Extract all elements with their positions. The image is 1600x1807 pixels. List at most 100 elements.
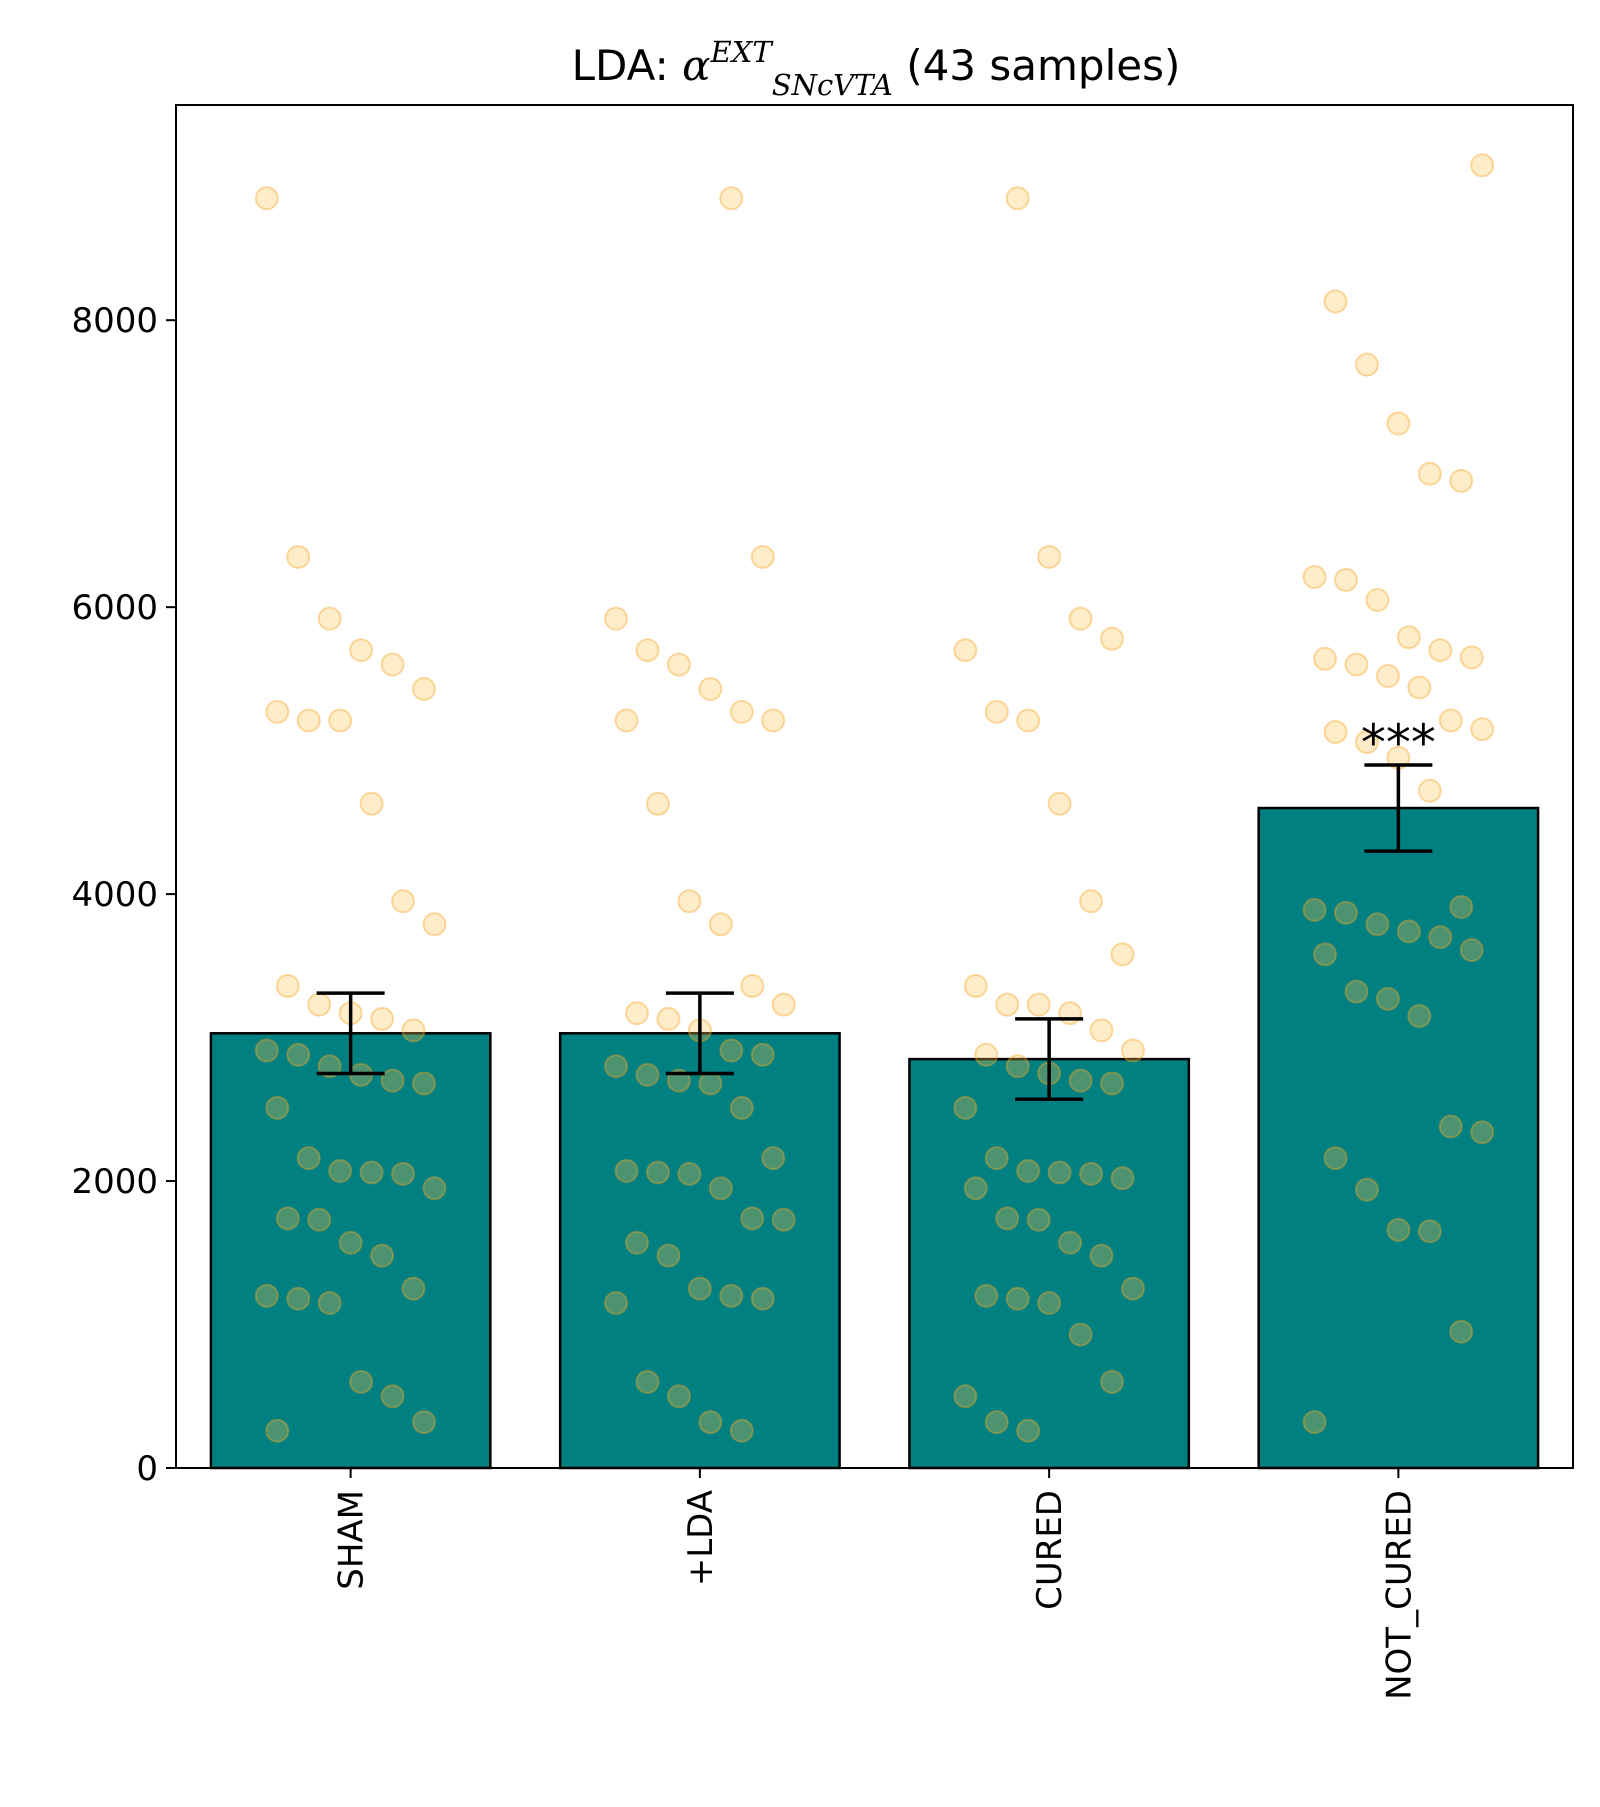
data-point xyxy=(411,1071,436,1096)
data-point xyxy=(391,1161,416,1186)
data-point xyxy=(1386,411,1411,436)
data-point xyxy=(604,606,629,631)
error-bars-layer xyxy=(316,763,1433,1102)
data-point xyxy=(254,186,279,211)
x-tick-label: +LDA xyxy=(681,1490,721,1586)
data-point xyxy=(1449,468,1474,493)
data-point xyxy=(422,912,447,937)
data-point xyxy=(296,708,321,733)
data-point xyxy=(349,638,374,663)
data-point xyxy=(359,1160,384,1185)
bar xyxy=(908,1057,1191,1470)
data-point xyxy=(411,676,436,701)
data-point xyxy=(1459,645,1484,670)
data-point xyxy=(1089,1243,1114,1268)
data-point xyxy=(1026,992,1051,1017)
data-point xyxy=(666,1384,691,1409)
data-point xyxy=(656,1006,681,1031)
data-point xyxy=(1110,1166,1135,1191)
data-point xyxy=(1079,1161,1104,1186)
x-axis: SHAM +LDA CURED NOT_CURED xyxy=(332,1468,1419,1700)
data-point xyxy=(1344,652,1369,677)
data-point xyxy=(1354,1177,1379,1202)
data-point xyxy=(1005,1286,1030,1311)
chart-title-suffix: (43 samples) xyxy=(893,41,1181,90)
data-point xyxy=(698,1071,723,1096)
bar xyxy=(1257,806,1540,1470)
data-point xyxy=(1459,938,1484,963)
data-point xyxy=(1344,979,1369,1004)
data-point xyxy=(328,1159,353,1184)
data-point xyxy=(1302,897,1327,922)
data-point xyxy=(254,1283,279,1308)
data-point xyxy=(317,606,342,631)
data-point xyxy=(370,1006,395,1031)
chart-title: LDA: αEXTSNcVTA (43 samples) xyxy=(572,35,1181,102)
data-point xyxy=(265,1418,290,1443)
data-point xyxy=(1302,565,1327,590)
data-point xyxy=(995,1206,1020,1231)
data-point xyxy=(719,1038,744,1063)
data-point xyxy=(687,1276,712,1301)
data-point xyxy=(1120,1038,1145,1063)
data-point xyxy=(1417,778,1442,803)
data-point xyxy=(1099,1369,1124,1394)
data-point xyxy=(1005,186,1030,211)
data-point xyxy=(953,1095,978,1120)
data-point xyxy=(953,1384,978,1409)
data-point xyxy=(1365,587,1390,612)
data-point xyxy=(963,1176,988,1201)
points-layer xyxy=(254,153,1495,1443)
data-point xyxy=(1323,719,1348,744)
data-point xyxy=(401,1276,426,1301)
data-point xyxy=(625,1001,650,1026)
data-point xyxy=(677,1161,702,1186)
data-point xyxy=(984,1410,1009,1435)
data-point xyxy=(401,1018,426,1043)
data-point xyxy=(1068,606,1093,631)
data-point xyxy=(635,638,660,663)
data-point xyxy=(1058,1001,1083,1026)
data-point xyxy=(750,1286,775,1311)
data-point xyxy=(761,1146,786,1171)
chart-title-superscript: EXT xyxy=(710,35,775,69)
data-point xyxy=(953,638,978,663)
data-point xyxy=(380,1068,405,1093)
data-point xyxy=(317,1291,342,1316)
y-tick-label: 2000 xyxy=(71,1162,158,1202)
data-point xyxy=(1047,1160,1072,1185)
data-point xyxy=(1313,942,1338,967)
chart-title-symbol: α xyxy=(682,41,710,90)
data-point xyxy=(1428,925,1453,950)
annotations-layer: *** xyxy=(1361,714,1436,772)
data-point xyxy=(1323,289,1348,314)
data-point xyxy=(1365,912,1390,937)
data-point xyxy=(328,708,353,733)
data-point xyxy=(275,1206,300,1231)
data-point xyxy=(761,708,786,733)
data-point xyxy=(1333,567,1358,592)
data-point xyxy=(1375,664,1400,689)
data-point xyxy=(1407,1004,1432,1029)
data-point xyxy=(963,973,988,998)
data-point xyxy=(1005,1054,1030,1079)
data-point xyxy=(698,1410,723,1435)
data-point xyxy=(1037,1291,1062,1316)
y-tick-label: 4000 xyxy=(71,875,158,915)
y-tick-label: 6000 xyxy=(71,588,158,628)
data-point xyxy=(984,699,1009,724)
data-point xyxy=(740,1206,765,1231)
data-point xyxy=(1407,675,1432,700)
data-point xyxy=(1428,638,1453,663)
data-point xyxy=(307,1207,332,1232)
data-point xyxy=(677,889,702,914)
data-point xyxy=(286,1042,311,1067)
data-point xyxy=(1110,942,1135,967)
chart-title-subscript: SNcVTA xyxy=(772,68,893,102)
data-point xyxy=(708,912,733,937)
data-point xyxy=(1449,895,1474,920)
data-point xyxy=(380,652,405,677)
data-point xyxy=(1016,1159,1041,1184)
data-point xyxy=(1417,461,1442,486)
